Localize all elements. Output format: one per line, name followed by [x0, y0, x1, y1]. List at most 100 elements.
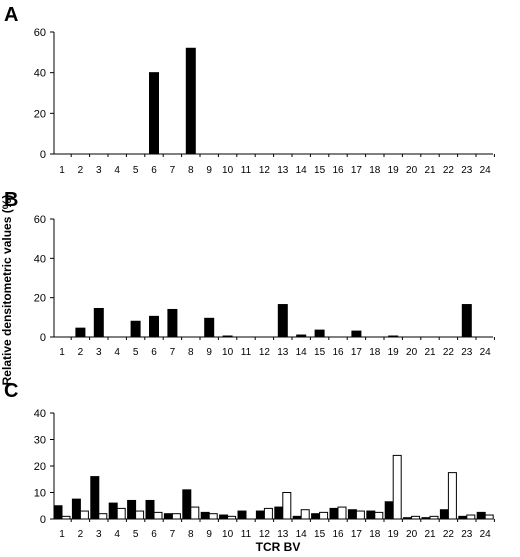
bar-panel-c-series-1 [127, 499, 137, 520]
x-tick-label: 10 [222, 165, 234, 176]
x-tick-label: 4 [114, 165, 120, 176]
x-tick-label: 18 [369, 347, 381, 358]
x-tick-label: 6 [151, 347, 157, 358]
x-tick-label: 21 [424, 347, 436, 358]
bar-panel-c-series-1 [163, 513, 173, 520]
bar-panel-c-series-1 [329, 507, 339, 520]
bar-panel-c-series-2 [61, 515, 71, 520]
x-tick-label: 15 [314, 347, 326, 358]
x-tick-label: 24 [480, 347, 492, 358]
bar-panel-b-series-1 [204, 317, 215, 338]
bar-panel-c-series-1 [255, 510, 265, 520]
bar-panel-b-series-1 [388, 335, 399, 338]
x-tick-label: 20 [406, 347, 418, 358]
bar-panel-c-series-2 [355, 510, 365, 520]
bar-panel-c-series-2 [466, 514, 476, 520]
x-tick-label: 14 [296, 529, 308, 540]
bar-panel-b-series-1 [296, 334, 307, 338]
y-tick-label: 0 [40, 149, 46, 161]
bar-panel-b-series-1 [167, 308, 178, 338]
x-tick-label: 17 [351, 529, 363, 540]
bar-panel-c-series-1 [384, 501, 394, 520]
x-tick-label: 3 [96, 347, 102, 358]
bar-panel-c-series-1 [403, 517, 413, 520]
bar-panel-c-series-1 [476, 511, 486, 520]
x-tick-label: 14 [296, 165, 308, 176]
x-tick-label: 18 [369, 165, 381, 176]
bar-panel-c-series-1 [145, 499, 155, 520]
x-tick-label: 2 [78, 347, 84, 358]
x-tick-label: 13 [277, 165, 289, 176]
bar-panel-c-series-1 [200, 511, 210, 520]
x-tick-label: 17 [351, 165, 363, 176]
bar-panel-c-series-2 [447, 472, 457, 520]
bar-panel-a-series-1 [185, 47, 196, 155]
x-axis-label: TCR BV [256, 540, 301, 554]
bar-panel-c-series-2 [79, 510, 89, 520]
y-tick-label: 60 [34, 27, 46, 39]
x-tick-label: 23 [461, 165, 473, 176]
y-tick-label: 60 [34, 214, 46, 226]
bar-panel-b-series-1 [314, 329, 325, 338]
y-axis-label: Relative densitometric values (%) [0, 195, 14, 386]
bar-panel-c-series-2 [429, 515, 439, 520]
x-tick-label: 9 [206, 165, 212, 176]
x-tick-label: 15 [314, 165, 326, 176]
x-tick-label: 19 [388, 347, 400, 358]
x-tick-label: 1 [59, 529, 65, 540]
x-tick-label: 6 [151, 165, 157, 176]
x-tick-label: 18 [369, 529, 381, 540]
bar-panel-c-series-2 [411, 515, 421, 520]
x-tick-label: 13 [277, 529, 289, 540]
y-tick-label: 30 [34, 435, 46, 447]
y-tick-label: 20 [34, 108, 46, 120]
x-tick-label: 17 [351, 347, 363, 358]
bar-panel-b-series-1 [461, 304, 472, 338]
x-tick-label: 12 [259, 165, 271, 176]
bar-panel-c-series-2 [300, 509, 310, 520]
x-tick-label: 22 [443, 529, 455, 540]
y-tick-label: 40 [34, 68, 46, 80]
x-tick-label: 7 [170, 529, 176, 540]
bar-panel-c-series-2 [282, 492, 292, 520]
bar-panel-c-series-2 [227, 515, 237, 520]
bar-panel-c-series-1 [347, 509, 357, 520]
x-tick-label: 21 [424, 165, 436, 176]
x-tick-label: 8 [188, 529, 194, 540]
bar-panel-c-series-2 [208, 513, 218, 520]
bar-panel-c-series-2 [98, 513, 108, 520]
x-tick-label: 1 [59, 347, 65, 358]
x-tick-label: 10 [222, 529, 234, 540]
bar-panel-c-series-1 [71, 498, 81, 520]
x-tick-label: 9 [206, 529, 212, 540]
x-tick-label: 3 [96, 165, 102, 176]
x-tick-label: 11 [241, 347, 252, 358]
bar-panel-b-series-1 [93, 307, 104, 338]
x-tick-label: 15 [314, 529, 326, 540]
bar-panel-b-series-1 [222, 335, 233, 338]
x-tick-label: 4 [114, 529, 120, 540]
bar-panel-c-series-2 [392, 454, 402, 520]
x-tick-label: 5 [133, 529, 139, 540]
x-tick-label: 23 [461, 347, 473, 358]
x-tick-label: 19 [388, 165, 400, 176]
bar-panel-b-series-1 [149, 315, 159, 338]
x-tick-label: 3 [96, 529, 102, 540]
x-tick-label: 20 [406, 529, 418, 540]
x-tick-label: 19 [388, 529, 400, 540]
bar-panel-a-series-1 [149, 72, 159, 155]
bar-panel-c-series-2 [263, 507, 273, 520]
y-tick-label: 20 [34, 293, 46, 305]
x-tick-label: 1 [59, 165, 65, 176]
x-tick-label: 11 [241, 165, 252, 176]
bar-panel-c-series-2 [153, 511, 163, 520]
y-tick-label: 0 [40, 332, 46, 344]
bar-panel-c-series-2 [337, 506, 347, 520]
x-tick-label: 7 [170, 165, 176, 176]
bar-panel-b-series-1 [75, 327, 86, 338]
x-tick-label: 8 [188, 165, 194, 176]
x-tick-label: 16 [332, 529, 344, 540]
bar-panel-c-series-1 [292, 515, 302, 520]
x-tick-label: 13 [277, 347, 289, 358]
x-tick-label: 16 [332, 165, 344, 176]
